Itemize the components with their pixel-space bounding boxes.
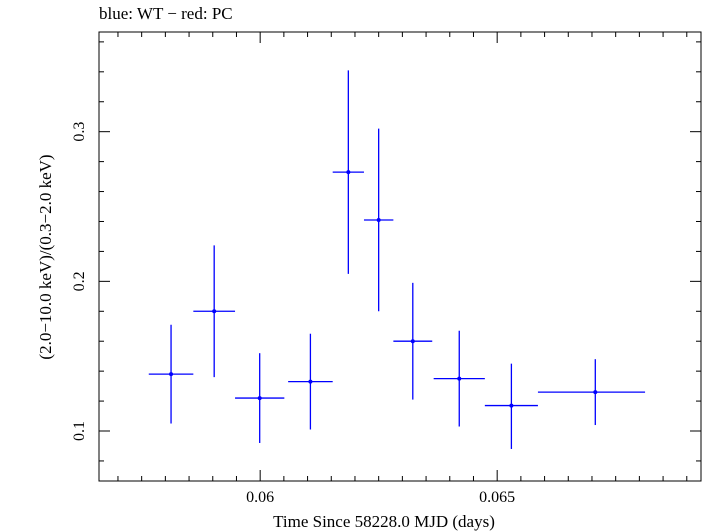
point-marker xyxy=(593,390,598,395)
data-point xyxy=(148,324,194,424)
y-tick-label: 0.3 xyxy=(71,122,88,142)
data-points xyxy=(148,70,646,449)
y-tick-label: 0.1 xyxy=(71,421,88,441)
point-marker xyxy=(457,376,462,381)
data-point xyxy=(537,359,646,426)
data-point xyxy=(235,353,285,443)
point-marker xyxy=(509,403,514,408)
x-tick-label: 0.065 xyxy=(479,489,515,506)
data-point xyxy=(433,330,485,427)
point-marker xyxy=(257,396,262,401)
axis-ticks xyxy=(99,32,701,481)
axis-tick-labels: 0.06 0.065 0.1 0.2 0.3 xyxy=(71,122,515,506)
point-marker xyxy=(308,379,313,384)
x-tick-label: 0.06 xyxy=(246,489,274,506)
point-marker xyxy=(346,170,351,175)
x-axis-label: Time Since 58228.0 MJD (days) xyxy=(273,512,495,531)
point-marker xyxy=(410,339,415,344)
plot-frame xyxy=(98,31,702,482)
chart-title: blue: WT − red: PC xyxy=(99,4,233,23)
data-point xyxy=(332,70,364,274)
y-axis-label: (2.0−10.0 keV)/(0.3−2.0 keV) xyxy=(36,154,55,359)
data-point xyxy=(193,245,236,378)
data-point xyxy=(484,363,538,449)
data-point xyxy=(288,333,333,430)
data-point xyxy=(393,282,433,400)
point-marker xyxy=(376,217,381,222)
point-marker xyxy=(169,372,174,377)
point-marker xyxy=(212,309,217,314)
y-tick-label: 0.2 xyxy=(71,271,88,291)
data-point xyxy=(363,128,394,312)
